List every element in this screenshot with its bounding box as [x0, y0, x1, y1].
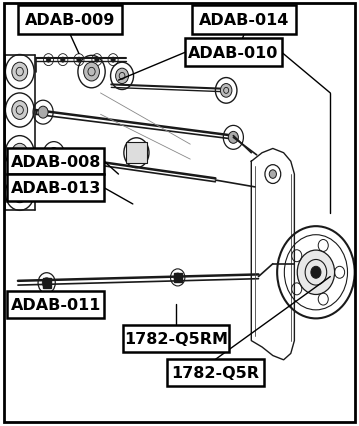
FancyBboxPatch shape: [167, 360, 264, 386]
Text: 1782-Q5RM: 1782-Q5RM: [124, 331, 228, 346]
Circle shape: [61, 58, 65, 63]
Circle shape: [269, 170, 276, 179]
Circle shape: [12, 144, 28, 163]
Circle shape: [12, 184, 28, 203]
FancyBboxPatch shape: [7, 149, 104, 175]
Circle shape: [95, 58, 99, 63]
Text: 1782-Q5R: 1782-Q5R: [171, 365, 260, 380]
Circle shape: [174, 273, 181, 282]
Circle shape: [111, 58, 115, 63]
Circle shape: [116, 69, 129, 84]
Text: ADAB-009: ADAB-009: [25, 13, 115, 28]
Circle shape: [228, 132, 238, 144]
Circle shape: [84, 63, 99, 82]
FancyBboxPatch shape: [123, 325, 229, 352]
FancyBboxPatch shape: [185, 40, 282, 67]
Circle shape: [77, 58, 81, 63]
FancyBboxPatch shape: [192, 6, 296, 35]
Circle shape: [12, 63, 28, 82]
Text: ADAB-008: ADAB-008: [10, 154, 101, 170]
Bar: [43, 279, 51, 288]
FancyBboxPatch shape: [7, 175, 104, 201]
Circle shape: [12, 101, 28, 120]
Circle shape: [42, 278, 51, 288]
Circle shape: [129, 145, 144, 162]
Circle shape: [46, 58, 51, 63]
Text: ADAB-013: ADAB-013: [10, 181, 101, 196]
Text: ADAB-014: ADAB-014: [199, 13, 289, 28]
Circle shape: [38, 107, 48, 119]
Circle shape: [48, 148, 60, 162]
Circle shape: [220, 84, 232, 98]
Text: ADAB-011: ADAB-011: [10, 297, 101, 312]
Circle shape: [311, 267, 321, 279]
Circle shape: [297, 250, 335, 295]
Bar: [126, 143, 147, 164]
Text: ADAB-010: ADAB-010: [188, 46, 279, 61]
Bar: [174, 273, 182, 282]
FancyBboxPatch shape: [18, 6, 122, 35]
Circle shape: [51, 179, 61, 191]
FancyBboxPatch shape: [7, 291, 104, 318]
